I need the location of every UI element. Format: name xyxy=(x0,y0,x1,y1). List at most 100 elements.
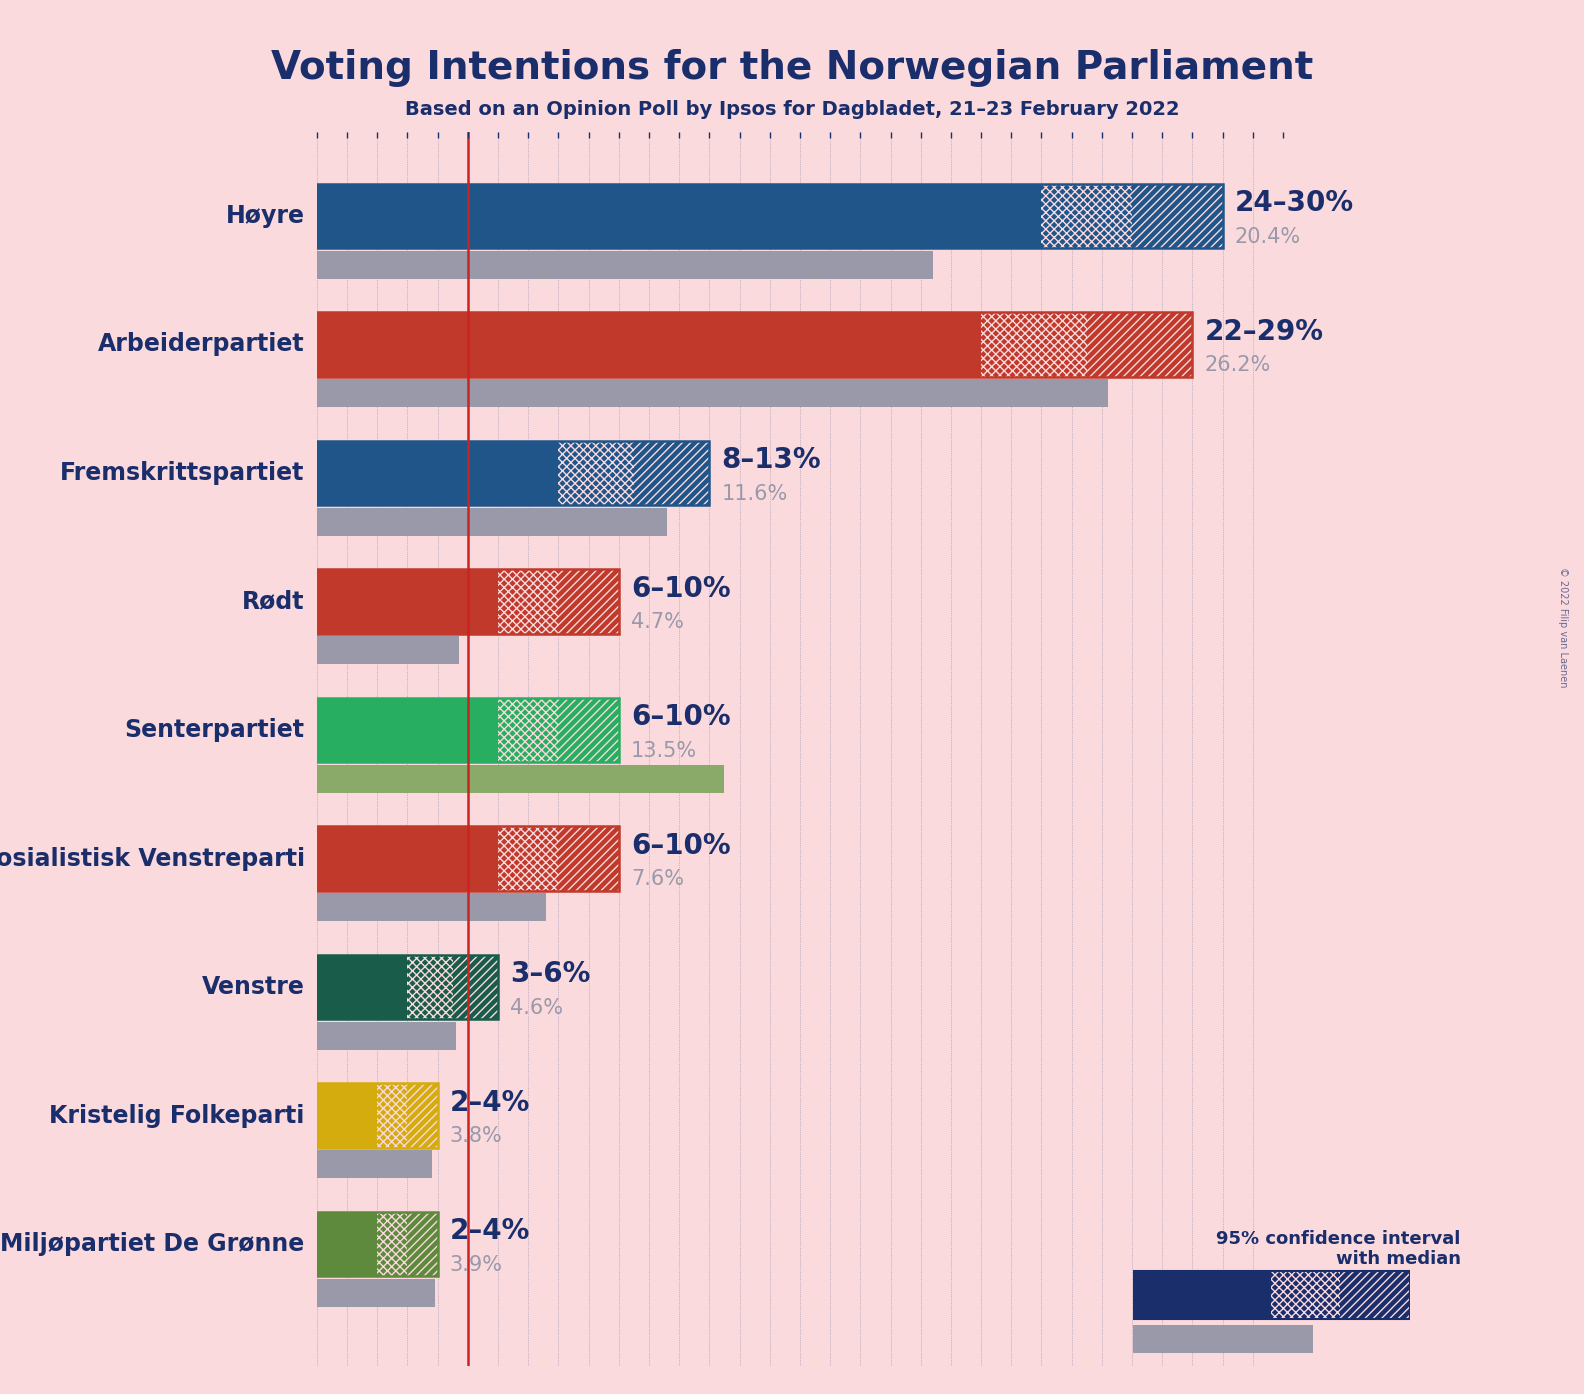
Bar xyxy=(317,827,619,891)
Bar xyxy=(559,441,634,505)
Text: Høyre: Høyre xyxy=(227,204,304,229)
Bar xyxy=(497,569,559,634)
Bar xyxy=(407,1083,437,1147)
Bar xyxy=(1133,1271,1270,1319)
Bar xyxy=(980,312,1087,376)
Bar xyxy=(1133,1326,1313,1354)
Text: 6–10%: 6–10% xyxy=(630,832,730,860)
Text: Fremskrittspartiet: Fremskrittspartiet xyxy=(60,461,304,485)
Text: Venstre: Venstre xyxy=(201,974,304,999)
Text: Arbeiderpartiet: Arbeiderpartiet xyxy=(98,333,304,357)
Bar xyxy=(317,441,710,505)
Text: 3.8%: 3.8% xyxy=(450,1126,502,1146)
Bar xyxy=(317,441,559,505)
Bar xyxy=(1042,184,1133,248)
Text: Sosialistisk Venstreparti: Sosialistisk Venstreparti xyxy=(0,846,304,870)
Bar xyxy=(317,312,1193,376)
Bar xyxy=(1133,184,1223,248)
Bar xyxy=(453,955,497,1019)
Bar xyxy=(559,441,634,505)
Bar xyxy=(1087,312,1193,376)
Bar xyxy=(1087,312,1193,376)
Bar xyxy=(407,955,453,1019)
Bar xyxy=(497,698,559,763)
Bar xyxy=(317,1083,377,1147)
Text: 26.2%: 26.2% xyxy=(1204,355,1270,375)
Text: Kristelig Folkeparti: Kristelig Folkeparti xyxy=(49,1104,304,1128)
Bar xyxy=(407,955,453,1019)
Bar xyxy=(317,1083,437,1147)
Bar xyxy=(317,827,497,891)
Bar xyxy=(317,1211,437,1276)
Bar xyxy=(317,569,619,634)
Bar xyxy=(1042,184,1133,248)
Bar xyxy=(317,1211,377,1276)
Bar xyxy=(1133,184,1223,248)
Bar xyxy=(377,1083,407,1147)
Bar xyxy=(317,955,497,1019)
Bar xyxy=(1270,1271,1340,1319)
Bar xyxy=(377,1211,407,1276)
Bar xyxy=(559,569,619,634)
Text: 6–10%: 6–10% xyxy=(630,703,730,730)
Bar xyxy=(407,1083,437,1147)
Bar xyxy=(317,955,407,1019)
Bar xyxy=(317,184,1042,248)
Bar xyxy=(497,569,559,634)
Bar xyxy=(317,698,619,763)
Bar xyxy=(453,955,497,1019)
Bar xyxy=(317,1022,456,1050)
Bar xyxy=(497,698,559,763)
Bar xyxy=(1340,1271,1410,1319)
Text: 11.6%: 11.6% xyxy=(721,484,787,503)
Text: Rødt: Rødt xyxy=(242,590,304,613)
Bar xyxy=(377,1083,407,1147)
Text: 3–6%: 3–6% xyxy=(510,960,591,988)
Bar xyxy=(317,1278,434,1308)
Text: 3.9%: 3.9% xyxy=(450,1255,502,1274)
Text: Last result: Last result xyxy=(1175,1337,1270,1355)
Text: © 2022 Filip van Laenen: © 2022 Filip van Laenen xyxy=(1559,567,1568,687)
Text: 24–30%: 24–30% xyxy=(1236,190,1354,217)
Text: Miljøpartiet De Grønne: Miljøpartiet De Grønne xyxy=(0,1232,304,1256)
Text: 22–29%: 22–29% xyxy=(1204,318,1324,346)
Text: 2–4%: 2–4% xyxy=(450,1089,531,1117)
Bar xyxy=(497,827,559,891)
Bar xyxy=(317,379,1107,407)
Bar xyxy=(317,569,497,634)
Text: 95% confidence interval
with median: 95% confidence interval with median xyxy=(1217,1230,1460,1269)
Text: 7.6%: 7.6% xyxy=(630,868,684,889)
Text: 6–10%: 6–10% xyxy=(630,574,730,602)
Text: 13.5%: 13.5% xyxy=(630,740,697,761)
Bar xyxy=(317,507,667,535)
Bar xyxy=(1270,1271,1340,1319)
Text: Senterpartiet: Senterpartiet xyxy=(125,718,304,742)
Bar xyxy=(497,827,559,891)
Bar xyxy=(407,1211,437,1276)
Text: Voting Intentions for the Norwegian Parliament: Voting Intentions for the Norwegian Parl… xyxy=(271,49,1313,86)
Bar xyxy=(317,184,1223,248)
Text: 2–4%: 2–4% xyxy=(450,1217,531,1245)
Bar xyxy=(317,698,497,763)
Bar xyxy=(559,827,619,891)
Bar xyxy=(317,1150,431,1178)
Bar xyxy=(634,441,710,505)
Bar xyxy=(559,698,619,763)
Bar xyxy=(634,441,710,505)
Bar xyxy=(317,765,724,793)
Text: 8–13%: 8–13% xyxy=(721,446,821,474)
Text: 20.4%: 20.4% xyxy=(1236,226,1300,247)
Bar xyxy=(377,1211,407,1276)
Text: 4.6%: 4.6% xyxy=(510,998,562,1018)
Text: Based on an Opinion Poll by Ipsos for Dagbladet, 21–23 February 2022: Based on an Opinion Poll by Ipsos for Da… xyxy=(404,100,1180,120)
Bar xyxy=(559,569,619,634)
Bar xyxy=(1340,1271,1410,1319)
Bar xyxy=(980,312,1087,376)
Bar xyxy=(317,894,546,921)
Bar xyxy=(559,827,619,891)
Bar xyxy=(407,1211,437,1276)
Bar xyxy=(317,312,980,376)
Bar xyxy=(317,636,459,665)
Text: 4.7%: 4.7% xyxy=(630,612,684,631)
Bar xyxy=(317,251,933,279)
